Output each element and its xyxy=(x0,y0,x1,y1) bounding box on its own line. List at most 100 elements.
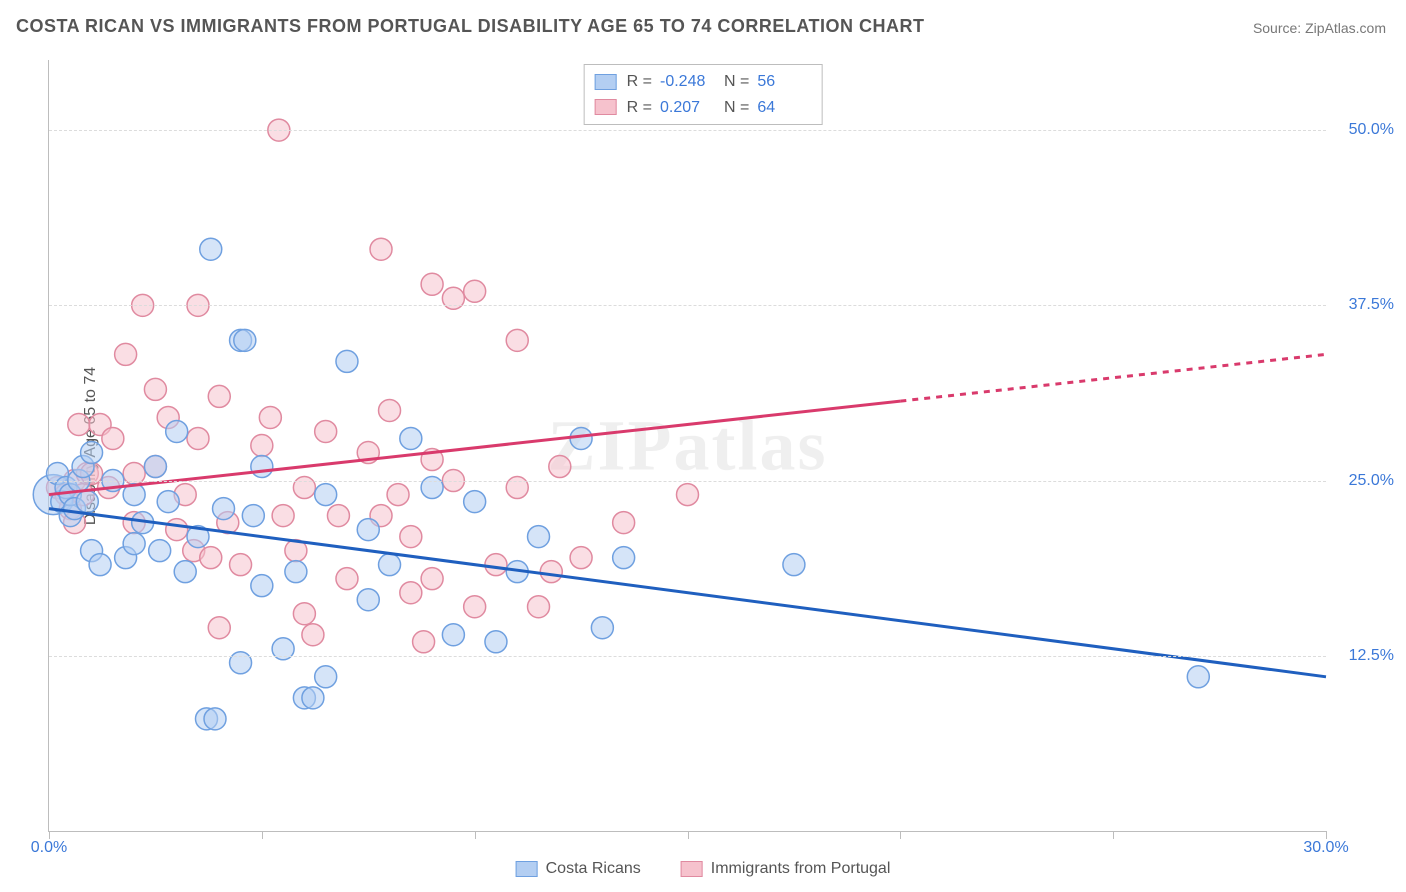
data-point-costa xyxy=(528,526,550,548)
data-point-portugal xyxy=(400,526,422,548)
data-point-portugal xyxy=(485,554,507,576)
r-value-costa: -0.248 xyxy=(660,69,714,95)
n-label: N = xyxy=(724,69,749,95)
swatch-costa-icon xyxy=(516,861,538,877)
data-point-costa xyxy=(285,561,307,583)
data-point-portugal xyxy=(230,554,252,576)
data-point-costa xyxy=(251,456,273,478)
data-point-costa xyxy=(357,589,379,611)
data-point-portugal xyxy=(400,582,422,604)
data-point-costa xyxy=(174,561,196,583)
data-point-portugal xyxy=(336,568,358,590)
data-point-costa xyxy=(315,666,337,688)
source-attribution: Source: ZipAtlas.com xyxy=(1253,20,1386,36)
data-point-costa xyxy=(213,498,235,520)
chart-plot-area: ZIPatlas 12.5%25.0%37.5%50.0%0.0%30.0% xyxy=(48,60,1326,832)
data-point-costa xyxy=(442,624,464,646)
legend-label-portugal: Immigrants from Portugal xyxy=(711,860,891,878)
data-point-portugal xyxy=(464,596,486,618)
scatter-svg xyxy=(49,60,1326,831)
data-point-portugal xyxy=(613,512,635,534)
data-point-costa xyxy=(336,350,358,372)
data-point-portugal xyxy=(421,273,443,295)
data-point-portugal xyxy=(413,631,435,653)
data-point-costa xyxy=(613,547,635,569)
data-point-portugal xyxy=(166,519,188,541)
data-point-portugal xyxy=(549,456,571,478)
data-point-portugal xyxy=(421,568,443,590)
r-label: R = xyxy=(627,95,652,121)
data-point-portugal xyxy=(259,406,281,428)
data-point-costa xyxy=(76,491,98,513)
y-tick-label: 37.5% xyxy=(1349,296,1394,314)
legend-stats-row-costa: R = -0.248 N = 56 xyxy=(595,69,812,95)
gridline xyxy=(49,656,1326,657)
data-point-portugal xyxy=(187,427,209,449)
data-point-costa xyxy=(89,554,111,576)
swatch-costa-icon xyxy=(595,74,617,90)
x-tick xyxy=(900,831,901,839)
data-point-costa xyxy=(149,540,171,562)
data-point-costa xyxy=(485,631,507,653)
data-point-costa xyxy=(464,491,486,513)
x-tick-label: 0.0% xyxy=(31,839,67,857)
swatch-portugal-icon xyxy=(681,861,703,877)
x-tick xyxy=(262,831,263,839)
data-point-portugal xyxy=(315,420,337,442)
data-point-costa xyxy=(783,554,805,576)
trend-line-portugal-dashed xyxy=(900,354,1326,401)
x-tick xyxy=(49,831,50,839)
legend-stats-box: R = -0.248 N = 56 R = 0.207 N = 64 xyxy=(584,64,823,125)
legend-series-box: Costa Ricans Immigrants from Portugal xyxy=(516,860,891,878)
r-label: R = xyxy=(627,69,652,95)
x-tick xyxy=(1326,831,1327,839)
data-point-portugal xyxy=(464,280,486,302)
data-point-costa xyxy=(157,491,179,513)
data-point-costa xyxy=(379,554,401,576)
chart-title: COSTA RICAN VS IMMIGRANTS FROM PORTUGAL … xyxy=(16,16,925,37)
n-value-portugal: 64 xyxy=(757,95,811,121)
data-point-portugal xyxy=(272,505,294,527)
data-point-costa xyxy=(357,519,379,541)
legend-label-costa: Costa Ricans xyxy=(546,860,641,878)
data-point-portugal xyxy=(68,413,90,435)
data-point-portugal xyxy=(540,561,562,583)
data-point-portugal xyxy=(302,624,324,646)
data-point-portugal xyxy=(251,435,273,457)
data-point-portugal xyxy=(528,596,550,618)
data-point-costa xyxy=(123,533,145,555)
data-point-costa xyxy=(234,329,256,351)
data-point-costa xyxy=(1187,666,1209,688)
gridline xyxy=(49,130,1326,131)
data-point-costa xyxy=(144,456,166,478)
x-tick-label: 30.0% xyxy=(1303,839,1348,857)
data-point-portugal xyxy=(144,378,166,400)
legend-stats-row-portugal: R = 0.207 N = 64 xyxy=(595,95,812,121)
data-point-portugal xyxy=(115,343,137,365)
data-point-costa xyxy=(166,420,188,442)
legend-item-costa: Costa Ricans xyxy=(516,860,641,878)
x-tick xyxy=(1113,831,1114,839)
data-point-portugal xyxy=(102,427,124,449)
data-point-portugal xyxy=(370,238,392,260)
data-point-costa xyxy=(315,484,337,506)
data-point-portugal xyxy=(506,329,528,351)
data-point-costa xyxy=(591,617,613,639)
data-point-portugal xyxy=(208,385,230,407)
data-point-costa xyxy=(200,238,222,260)
data-point-portugal xyxy=(387,484,409,506)
data-point-costa xyxy=(400,427,422,449)
n-label: N = xyxy=(724,95,749,121)
data-point-costa xyxy=(302,687,324,709)
r-value-portugal: 0.207 xyxy=(660,95,714,121)
data-point-costa xyxy=(81,442,103,464)
data-point-portugal xyxy=(570,547,592,569)
data-point-costa xyxy=(242,505,264,527)
data-point-portugal xyxy=(327,505,349,527)
y-tick-label: 50.0% xyxy=(1349,121,1394,139)
y-tick-label: 25.0% xyxy=(1349,472,1394,490)
data-point-portugal xyxy=(200,547,222,569)
data-point-portugal xyxy=(677,484,699,506)
data-point-costa xyxy=(204,708,226,730)
gridline xyxy=(49,305,1326,306)
